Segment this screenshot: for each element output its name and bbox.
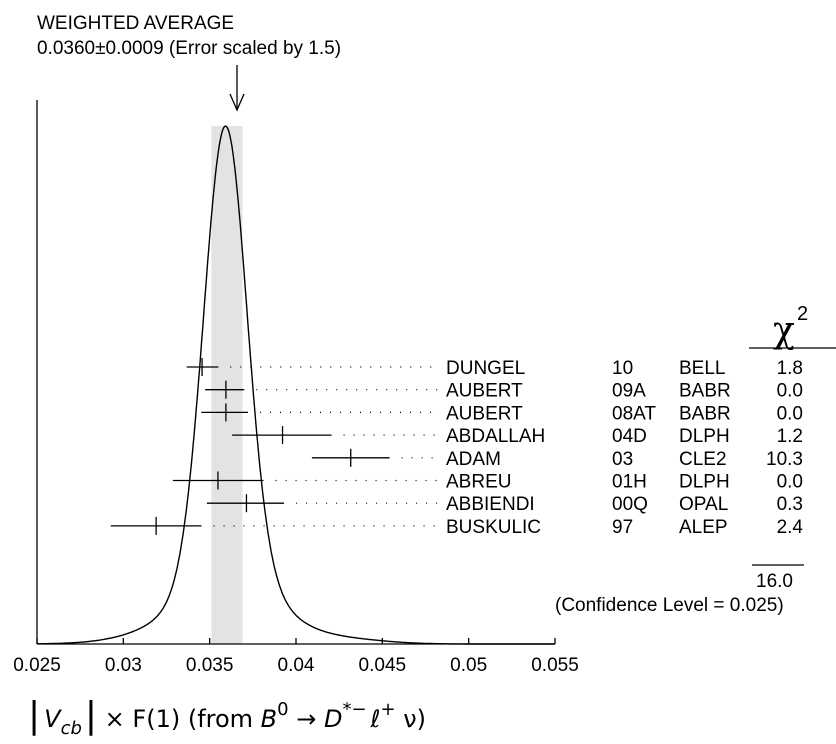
measurement-row: AUBERT 08AT BABR 0.0 <box>201 403 803 424</box>
chi2-label: 2.4 <box>777 517 804 538</box>
b-symbol: B <box>261 705 277 733</box>
measurement-row: ABDALLAH 04D DLPH 1.2 <box>232 426 803 447</box>
year-label: 97 <box>612 517 633 538</box>
chi2-label: 1.8 <box>777 358 803 379</box>
lepton-symbol: ℓ <box>370 705 381 733</box>
year-label: 09A <box>612 381 646 402</box>
abs-close: | <box>85 695 97 736</box>
measurement-rows: DUNGEL 10 BELL 1.8 AUBERT 09A BABR 0.0 AUBERT 08A… <box>110 358 804 538</box>
weighted-average-band <box>211 126 243 644</box>
weighted-average-heading: WEIGHTED AVERAGE <box>37 13 234 34</box>
measurement-row: AUBERT 09A BABR 0.0 <box>205 380 803 402</box>
lepton-superscript: + <box>380 699 395 720</box>
measurement-row: DUNGEL 10 BELL 1.8 <box>186 358 803 379</box>
author-label: AUBERT <box>446 403 523 424</box>
chi2-total: 16.0 <box>756 571 793 592</box>
x-tick-label: 0.04 <box>278 655 315 676</box>
x-tick-label: 0.03 <box>105 655 142 676</box>
year-label: 01H <box>612 472 647 493</box>
experiment-label: DLPH <box>679 426 730 447</box>
experiment-label: BELL <box>679 358 725 379</box>
x-tick-label: 0.045 <box>359 655 407 676</box>
cb-subscript: cb <box>61 718 82 739</box>
confidence-level: (Confidence Level = 0.025) <box>555 595 784 616</box>
x-tick-label: 0.025 <box>13 655 61 676</box>
arrow-symbol: → <box>289 705 324 733</box>
year-label: 10 <box>612 358 633 379</box>
experiment-label: CLE2 <box>679 449 727 470</box>
x-axis-ticks: 0.025 0.03 0.035 0.04 0.045 0.05 0.055 <box>13 638 579 676</box>
v-symbol: V <box>44 705 62 733</box>
author-label: ABBIENDI <box>446 494 535 515</box>
times-f1-text: × F(1) (from <box>97 705 261 733</box>
abs-open: | <box>28 695 40 736</box>
measurement-row: ABREU 01H DLPH 0.0 <box>172 471 803 493</box>
x-axis-label: | Vcb| × F(1) (from B0 → D*− ℓ+ ν) <box>28 695 426 739</box>
weighted-average-value: 0.0360±0.0009 (Error scaled by 1.5) <box>37 38 341 59</box>
author-label: BUSKULIC <box>446 517 541 538</box>
author-label: ADAM <box>446 449 501 470</box>
chi2-label: 0.0 <box>777 472 803 493</box>
chi2-label: 0.0 <box>777 381 803 402</box>
chi2-label: 10.3 <box>766 449 803 470</box>
author-label: AUBERT <box>446 381 523 402</box>
b-superscript: 0 <box>277 699 288 720</box>
measurement-row: ADAM 03 CLE2 10.3 <box>311 448 803 470</box>
d-superscript: *− <box>342 699 366 720</box>
chi2-header-power: 2 <box>797 303 808 325</box>
experiment-label: OPAL <box>679 494 728 515</box>
chi2-label: 0.0 <box>777 403 803 424</box>
experiment-label: DLPH <box>679 472 730 493</box>
year-label: 08AT <box>612 403 656 424</box>
x-tick-label: 0.055 <box>531 655 579 676</box>
average-arrow-head <box>229 93 245 112</box>
measurement-row: ABBIENDI 00Q OPAL 0.3 <box>206 494 803 515</box>
author-label: DUNGEL <box>446 358 525 379</box>
experiment-label: BABR <box>679 403 731 424</box>
nu-symbol: ν) <box>396 705 426 733</box>
experiment-label: ALEP <box>679 517 728 538</box>
chi2-label: 1.2 <box>777 426 803 447</box>
chi2-label: 0.3 <box>777 494 803 515</box>
d-symbol: D <box>324 705 342 733</box>
year-label: 03 <box>612 449 633 470</box>
author-label: ABREU <box>446 472 511 493</box>
x-tick-label: 0.05 <box>450 655 487 676</box>
chi2-header-symbol: χ <box>773 310 795 351</box>
x-tick-label: 0.035 <box>186 655 234 676</box>
year-label: 00Q <box>612 494 648 515</box>
author-label: ABDALLAH <box>446 426 545 447</box>
measurement-row: BUSKULIC 97 ALEP 2.4 <box>110 516 804 538</box>
experiment-label: BABR <box>679 381 731 402</box>
year-label: 04D <box>612 426 647 447</box>
